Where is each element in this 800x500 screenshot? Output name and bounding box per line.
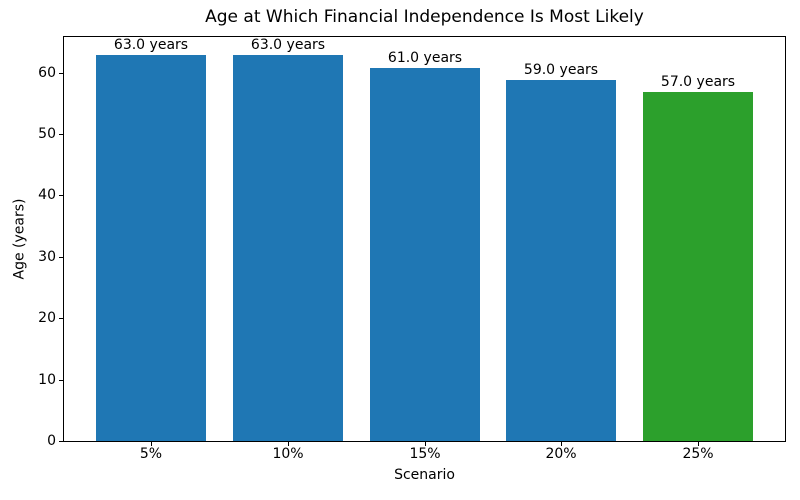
y-tick-label: 30 bbox=[38, 249, 56, 265]
x-tick-mark bbox=[425, 442, 426, 446]
y-tick-label: 20 bbox=[38, 310, 56, 326]
chart-title: Age at Which Financial Independence Is M… bbox=[205, 7, 644, 27]
x-tick-mark bbox=[698, 442, 699, 446]
y-tick-mark bbox=[59, 380, 63, 381]
y-tick-label: 50 bbox=[38, 126, 56, 142]
y-tick-mark bbox=[59, 134, 63, 135]
bar-value-label: 57.0 years bbox=[660, 74, 736, 90]
y-tick-label: 10 bbox=[38, 372, 56, 388]
bar-value-label: 63.0 years bbox=[113, 37, 189, 53]
x-tick-label: 5% bbox=[139, 446, 163, 462]
x-tick-label: 10% bbox=[272, 446, 304, 462]
y-tick-mark bbox=[59, 73, 63, 74]
y-tick-mark bbox=[59, 441, 63, 442]
x-tick-label: 20% bbox=[545, 446, 577, 462]
x-axis-label: Scenario bbox=[394, 467, 455, 483]
bar bbox=[506, 80, 616, 441]
x-tick-mark bbox=[151, 442, 152, 446]
bar-value-label: 61.0 years bbox=[387, 50, 463, 66]
y-tick-mark bbox=[59, 257, 63, 258]
x-tick-label: 15% bbox=[409, 446, 441, 462]
y-tick-mark bbox=[59, 318, 63, 319]
y-tick-mark bbox=[59, 195, 63, 196]
bar-value-label: 63.0 years bbox=[250, 37, 326, 53]
y-tick-label: 60 bbox=[38, 65, 56, 81]
y-tick-label: 0 bbox=[47, 433, 56, 449]
bar bbox=[96, 55, 206, 441]
y-axis-label: Age (years) bbox=[11, 198, 28, 280]
y-tick-label: 40 bbox=[38, 187, 56, 203]
x-tick-mark bbox=[561, 442, 562, 446]
bar bbox=[370, 68, 480, 441]
x-tick-mark bbox=[288, 442, 289, 446]
bar bbox=[233, 55, 343, 441]
bar-value-label: 59.0 years bbox=[523, 62, 599, 78]
x-tick-label: 25% bbox=[682, 446, 714, 462]
bar bbox=[643, 92, 753, 441]
